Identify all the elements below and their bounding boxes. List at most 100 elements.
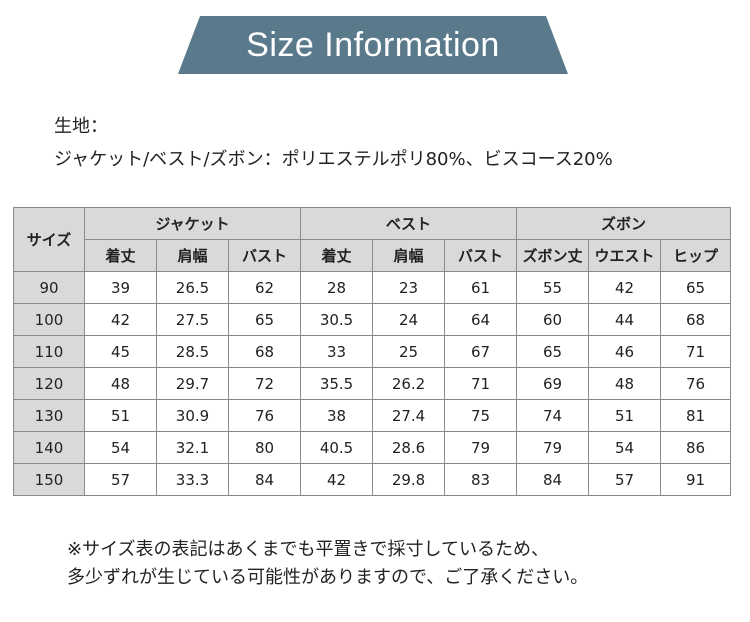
title-banner: Size Information [178,16,568,74]
table-cell: 60 [516,303,590,336]
table-cell: 42 [84,303,157,336]
size-cell: 100 [13,303,85,336]
table-cell: 67 [444,335,518,368]
table-cell: 33 [300,335,374,368]
subheader: 肩幅 [372,239,446,272]
note-line-2: 多少ずれが生じている可能性がありますので、ご了承ください。 [67,567,589,588]
banner-title: Size Information [246,25,500,64]
fabric-info: 生地： ジャケット/ベスト/ズボン：ポリエステルポリ80%、ビスコース20% [54,110,613,176]
table-cell: 46 [588,335,662,368]
table-cell: 55 [516,271,590,304]
table-cell: 71 [660,335,732,368]
table-cell: 35.5 [300,367,374,400]
table-cell: 26.2 [372,367,446,400]
subheader: ウエスト [588,239,662,272]
table-group-header-row: サイズ ジャケット ベスト ズボン [13,207,732,272]
size-table: サイズ ジャケット ベスト ズボン 着丈 肩幅 バスト 着丈 肩幅 バスト ズボ… [13,207,732,496]
size-cell: 130 [13,399,85,432]
table-cell: 84 [227,463,302,496]
size-cell: 120 [13,367,85,400]
size-cell: 110 [13,335,85,368]
table-cell: 48 [588,367,662,400]
table-cell: 24 [372,303,446,336]
table-cell: 28.5 [156,335,229,368]
table-cell: 65 [227,303,302,336]
table-cell: 79 [444,431,518,464]
table-cell: 38 [300,399,374,432]
table-cell: 48 [84,367,157,400]
subheader: 肩幅 [156,239,229,272]
subheader: 着丈 [84,239,157,272]
table-cell: 61 [444,271,518,304]
table-cell: 91 [660,463,732,496]
table-body: 90 39 26.5 62 28 23 61 55 42 65 100 42 27.5 65 30.5 24 6… [13,271,732,496]
table-cell: 42 [588,271,662,304]
table-cell: 54 [588,431,662,464]
table-cell: 79 [516,431,590,464]
table-cell: 72 [227,367,302,400]
table-cell: 28 [300,271,374,304]
table-cell: 71 [444,367,518,400]
table-cell: 65 [660,271,732,304]
table-cell: 86 [660,431,732,464]
table-row: 120 48 29.7 72 35.5 26.2 71 69 48 76 [13,367,732,400]
table-row: 140 54 32.1 80 40.5 28.6 79 79 54 86 [13,431,732,464]
table-cell: 33.3 [156,463,229,496]
table-cell: 32.1 [156,431,229,464]
size-note: ※サイズ表の表記はあくまでも平置きで採寸しているため、 多少ずれが生じている可能… [67,536,588,592]
table-cell: 42 [300,463,374,496]
table-cell: 23 [372,271,446,304]
table-cell: 39 [84,271,157,304]
table-cell: 27.4 [372,399,446,432]
table-cell: 25 [372,335,446,368]
table-cell: 27.5 [156,303,229,336]
table-cell: 84 [516,463,590,496]
table-cell: 83 [444,463,518,496]
note-line-1: ※サイズ表の表記はあくまでも平置きで採寸しているため、 [67,539,549,560]
table-cell: 29.7 [156,367,229,400]
table-cell: 68 [660,303,732,336]
table-row: 100 42 27.5 65 30.5 24 64 60 44 68 [13,303,732,336]
subheader: 着丈 [300,239,374,272]
subheader: ヒップ [660,239,732,272]
table-cell: 54 [84,431,157,464]
table-cell: 65 [516,335,590,368]
table-cell: 76 [660,367,732,400]
group-header-vest: ベスト [300,207,518,240]
table-cell: 68 [227,335,302,368]
size-cell: 90 [13,271,85,304]
table-row: 90 39 26.5 62 28 23 61 55 42 65 [13,271,732,304]
table-cell: 81 [660,399,732,432]
table-cell: 26.5 [156,271,229,304]
table-row: 150 57 33.3 84 42 29.8 83 84 57 91 [13,463,732,496]
table-cell: 57 [588,463,662,496]
group-header-jacket: ジャケット [83,207,302,240]
fabric-label: 生地： [54,116,108,137]
subheader: ズボン丈 [516,239,590,272]
table-cell: 30.5 [300,303,374,336]
table-cell: 62 [227,271,302,304]
table-cell: 80 [227,431,302,464]
table-row: 130 51 30.9 76 38 27.4 75 74 51 81 [13,399,732,432]
group-header-pants: ズボン [516,207,732,240]
subheader: バスト [444,239,518,272]
table-cell: 28.6 [372,431,446,464]
table-cell: 57 [84,463,157,496]
size-cell: 150 [13,463,85,496]
table-cell: 74 [516,399,590,432]
table-cell: 45 [84,335,157,368]
size-cell: 140 [13,431,85,464]
table-cell: 29.8 [372,463,446,496]
table-cell: 75 [444,399,518,432]
size-header: サイズ [13,207,85,272]
table-cell: 40.5 [300,431,374,464]
table-subheader-row: 着丈 肩幅 バスト 着丈 肩幅 バスト ズボン丈 ウエスト ヒップ [14,239,732,272]
table-cell: 51 [84,399,157,432]
table-cell: 51 [588,399,662,432]
subheader: バスト [227,239,302,272]
table-cell: 30.9 [156,399,229,432]
table-cell: 69 [516,367,590,400]
fabric-text: ジャケット/ベスト/ズボン：ポリエステルポリ80%、ビスコース20% [54,149,613,170]
table-cell: 64 [444,303,518,336]
table-row: 110 45 28.5 68 33 25 67 65 46 71 [13,335,732,368]
